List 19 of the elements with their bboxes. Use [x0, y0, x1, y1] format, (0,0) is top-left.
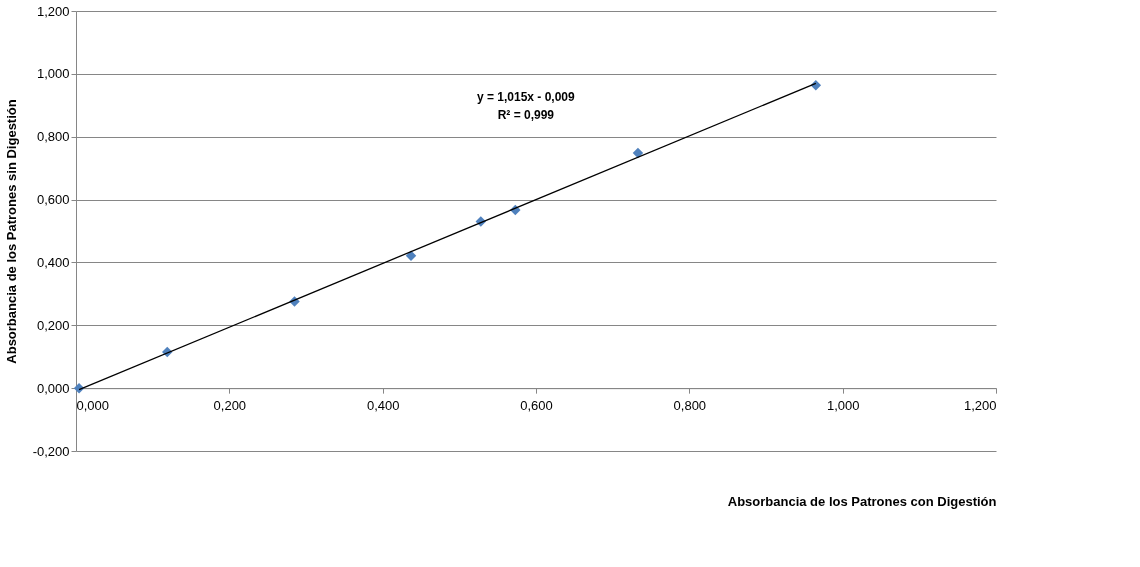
x-axis-title: Absorbancia de los Patrones con Digestión	[727, 493, 997, 509]
y-tick-label: 0,000	[36, 380, 70, 396]
x-tick-label: 1,200	[963, 397, 997, 413]
y-tick-label: 0,600	[36, 192, 70, 208]
y-tick-label: 0,800	[36, 129, 70, 145]
y-tick-label: -0,200	[32, 443, 70, 459]
y-axis-title: Absorbancia de los Patrones sin Digestión	[3, 99, 19, 364]
x-tick-label: 0,400	[366, 397, 400, 413]
x-tick-label: 0,600	[520, 397, 553, 413]
y-tick-label: 1,200	[36, 3, 70, 19]
x-tick-label: 0,200	[213, 397, 247, 413]
x-tick-label: 1,000	[826, 397, 860, 413]
y-tick-label: 1,000	[36, 66, 70, 82]
x-tick-label: 0,000	[76, 397, 110, 413]
annotation: y = 1,015x - 0,009	[476, 90, 576, 105]
annotation: R² = 0,999	[497, 108, 555, 123]
y-tick-label: 0,200	[36, 317, 70, 333]
x-tick-label: 0,800	[673, 397, 707, 413]
y-tick-label: 0,400	[36, 254, 70, 270]
